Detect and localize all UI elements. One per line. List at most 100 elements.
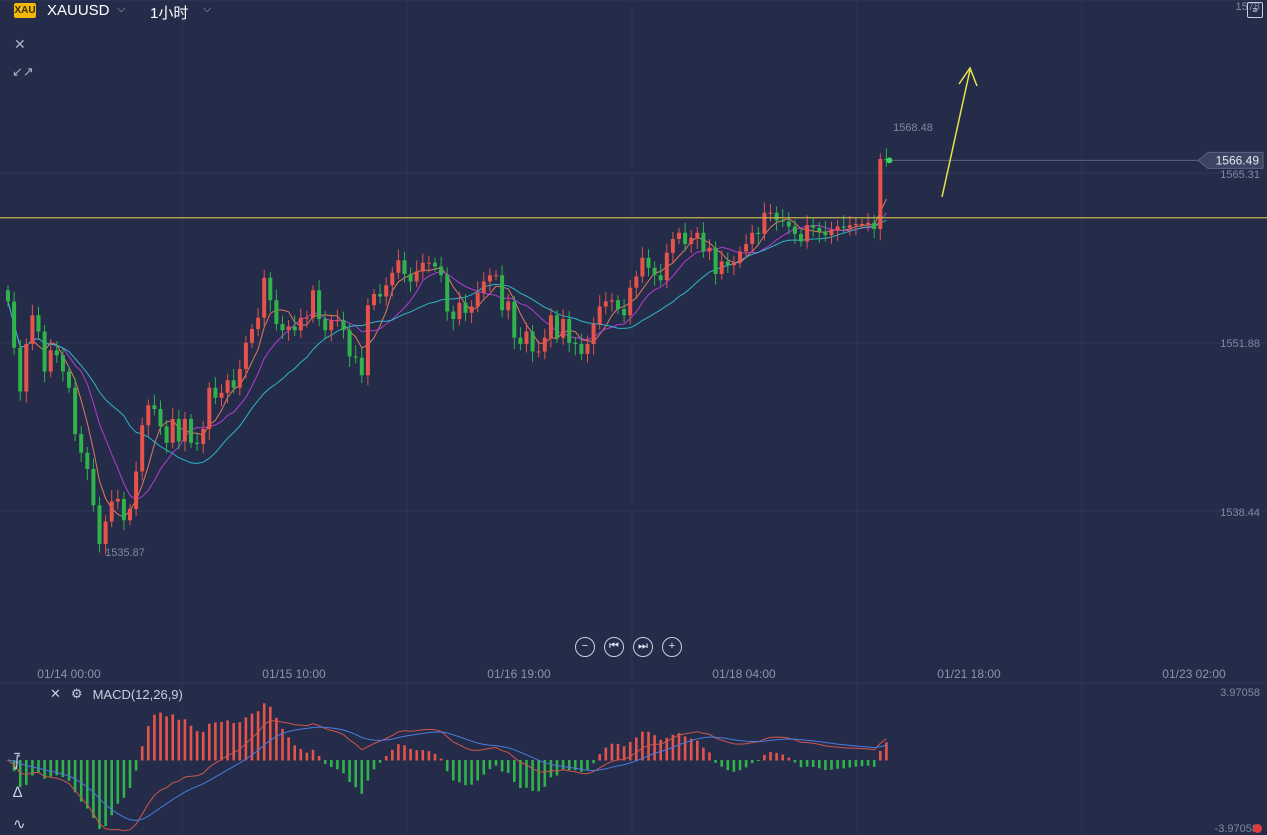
candle-body [542, 337, 547, 352]
candle-body [591, 324, 596, 344]
date-axis: 01/14 00:00 01/15 10:00 01/16 19:00 01/18 0… [37, 667, 1226, 681]
candle-body [311, 290, 315, 318]
minus-circle-icon[interactable]: − [575, 637, 595, 657]
macd-panel: 3.97058 -3.97058 [6, 687, 1260, 835]
candle-body [164, 426, 169, 443]
candle-body [555, 315, 559, 338]
candle-body [280, 324, 285, 331]
drawing-tool-icon[interactable]: ∆ [13, 784, 23, 801]
moving-average-lines [7, 198, 887, 518]
candle-body [872, 222, 877, 229]
candle-body [390, 272, 395, 286]
candle-body [823, 231, 828, 236]
candle-body [683, 232, 688, 244]
candle-body [347, 330, 352, 357]
candle-body [487, 275, 492, 282]
candle-body [469, 306, 474, 313]
candle-body [475, 292, 480, 307]
candle-body [689, 237, 694, 244]
date-tick-label: 01/23 02:00 [1162, 667, 1226, 681]
candle-body [67, 371, 71, 388]
candle-body [445, 275, 450, 312]
candle-body [707, 247, 712, 252]
candle-body [866, 222, 871, 224]
candle-body [884, 159, 889, 161]
candle-body [170, 419, 175, 443]
candle-body [701, 232, 706, 252]
candle-body [658, 275, 663, 281]
plus-circle-icon[interactable]: + [662, 637, 682, 657]
timeframe-selector[interactable]: 1小时 [150, 5, 189, 22]
candle-body [335, 320, 340, 322]
candle-body [786, 221, 791, 227]
candle-body [329, 320, 334, 331]
candle-body [36, 315, 41, 332]
close-icon[interactable]: ✕ [14, 36, 26, 52]
candle-body [6, 290, 10, 302]
candle-body [134, 471, 139, 509]
ma-line-5 [7, 198, 887, 518]
symbol-selector[interactable]: XAUUSD [47, 2, 110, 19]
candle-body [506, 301, 511, 311]
candle-body [847, 225, 852, 228]
chevron-down-icon[interactable]: ⌵ [117, 3, 126, 15]
ma-line-10 [7, 212, 887, 500]
candle-body [243, 342, 248, 369]
candle-body [585, 344, 590, 354]
candle-body [414, 271, 419, 282]
chevron-down-icon[interactable]: ⌵ [203, 3, 212, 15]
candle-body [750, 232, 755, 244]
candle-body [573, 342, 578, 344]
candle-body [567, 319, 572, 343]
candle-body [616, 300, 620, 309]
candle-body [500, 275, 505, 311]
candle-body [768, 212, 773, 214]
candle-body [30, 315, 35, 344]
collapse-arrows-icon[interactable]: ↙↗ [12, 64, 34, 79]
candle-body [225, 380, 230, 393]
candle-body [518, 337, 523, 344]
macd-dif-line [7, 720, 887, 832]
current-price-label: 1566.49 [1216, 153, 1260, 167]
candle-body [79, 434, 84, 453]
candle-body [579, 344, 584, 354]
candle-body [799, 234, 803, 242]
candle-body [451, 311, 456, 319]
chart-header: XAU XAUUSD ⌵ 1小时 ⌵ ≡ [0, 0, 1267, 22]
candle-body [530, 331, 535, 352]
candle-body [237, 369, 242, 388]
symbol-badge: XAU [14, 3, 36, 18]
candle-body [274, 300, 279, 324]
candle-body [189, 419, 193, 443]
candle-body [109, 501, 114, 522]
candle-body [359, 357, 364, 376]
candle-body [213, 387, 218, 398]
candle-body [829, 230, 834, 236]
trend-arrow-shaft [941, 69, 971, 198]
waveform-icon[interactable]: ∿ [13, 816, 26, 833]
candlestick-series [6, 148, 889, 555]
candle-body [292, 326, 297, 331]
candle-body [219, 392, 224, 398]
candle-body [439, 266, 444, 276]
candle-body [250, 329, 254, 343]
candle-body [42, 331, 47, 372]
chart-indicator-icon[interactable]: ⨛ [13, 753, 21, 770]
chart-navigation: − ⏮ ⏭ + [575, 637, 682, 657]
trend-arrow-head [958, 66, 978, 87]
candle-body [536, 351, 541, 353]
candle-body [286, 326, 291, 331]
skip-back-icon[interactable]: ⏮ [604, 637, 624, 657]
close-icon[interactable]: ✕ [50, 686, 61, 701]
layout-toggle-icon[interactable]: ≡ [1247, 2, 1263, 18]
candle-body [85, 452, 90, 469]
candle-body [524, 331, 529, 344]
live-price-dot [886, 157, 893, 164]
candle-body [731, 262, 736, 266]
candle-body [860, 224, 864, 225]
candle-body [182, 419, 187, 442]
skip-forward-icon[interactable]: ⏭ [633, 637, 653, 657]
date-tick-label: 01/21 18:00 [937, 667, 1001, 681]
gear-icon[interactable]: ⚙ [70, 686, 83, 701]
